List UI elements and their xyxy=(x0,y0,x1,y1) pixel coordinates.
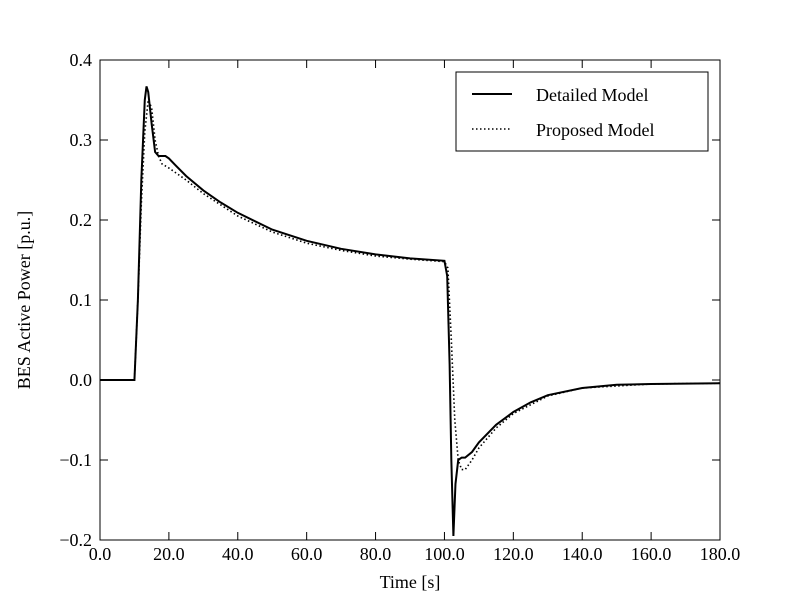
y-tick-label: −0.2 xyxy=(59,530,92,550)
x-tick-label: 0.0 xyxy=(89,544,112,564)
legend-label: Detailed Model xyxy=(536,85,648,105)
legend-label: Proposed Model xyxy=(536,120,655,140)
y-tick-label: 0.2 xyxy=(70,210,93,230)
x-tick-label: 60.0 xyxy=(291,544,323,564)
y-tick-label: 0.3 xyxy=(70,130,93,150)
x-tick-label: 120.0 xyxy=(493,544,534,564)
legend-box xyxy=(455,71,709,152)
x-tick-label: 140.0 xyxy=(562,544,603,564)
series-line xyxy=(100,86,721,537)
y-tick-label: 0.1 xyxy=(70,290,93,310)
x-tick-label: 20.0 xyxy=(153,544,185,564)
x-tick-label: 100.0 xyxy=(424,544,465,564)
x-tick-label: 80.0 xyxy=(360,544,392,564)
y-tick-label: 0.4 xyxy=(70,50,93,70)
y-tick-label: 0.0 xyxy=(70,370,93,390)
x-tick-label: 180.0 xyxy=(700,544,741,564)
plot-frame xyxy=(99,59,721,541)
x-axis-label: Time [s] xyxy=(380,572,441,592)
x-tick-label: 160.0 xyxy=(631,544,672,564)
series-line xyxy=(100,96,721,471)
y-axis-label: BES Active Power [p.u.] xyxy=(14,211,34,389)
y-tick-label: −0.1 xyxy=(59,450,92,470)
x-tick-label: 40.0 xyxy=(222,544,254,564)
